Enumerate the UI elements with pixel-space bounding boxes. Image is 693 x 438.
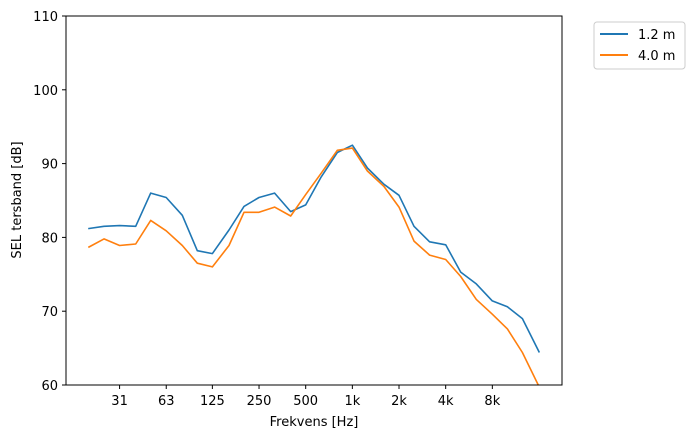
x-tick-label: 63 (158, 394, 175, 409)
x-tick-label: 250 (247, 394, 272, 409)
y-axis-label: SEL tersband [dB] (10, 141, 25, 258)
x-tick-label: 500 (293, 394, 318, 409)
legend-label-1-2m: 1.2 m (638, 28, 675, 43)
plot-frame (65, 15, 563, 386)
x-tick-label: 4k (438, 394, 454, 409)
y-tick-label: 80 (41, 231, 58, 246)
series-line-4-0m (87, 147, 540, 385)
x-tick-label: 1k (344, 394, 360, 409)
y-tick-label: 90 (41, 158, 58, 173)
y-axis: 60 70 80 90 100 110 (33, 10, 66, 394)
x-axis: 31 63 125 250 500 1k 2k 4k 8k (111, 385, 501, 409)
y-tick-label: 110 (33, 10, 58, 25)
x-tick-label: 31 (111, 394, 128, 409)
y-tick-label: 100 (33, 84, 58, 99)
x-axis-label: Frekvens [Hz] (270, 415, 359, 430)
y-tick-label: 70 (41, 305, 58, 320)
series-line-1-2m (88, 144, 541, 353)
x-tick-label: 2k (391, 394, 407, 409)
series-layer (87, 144, 541, 385)
legend: 1.2 m 4.0 m (593, 21, 686, 70)
x-tick-label: 125 (200, 394, 225, 409)
y-tick-label: 60 (41, 379, 58, 394)
x-tick-label: 8k (484, 394, 500, 409)
legend-label-4-0m: 4.0 m (638, 49, 675, 64)
